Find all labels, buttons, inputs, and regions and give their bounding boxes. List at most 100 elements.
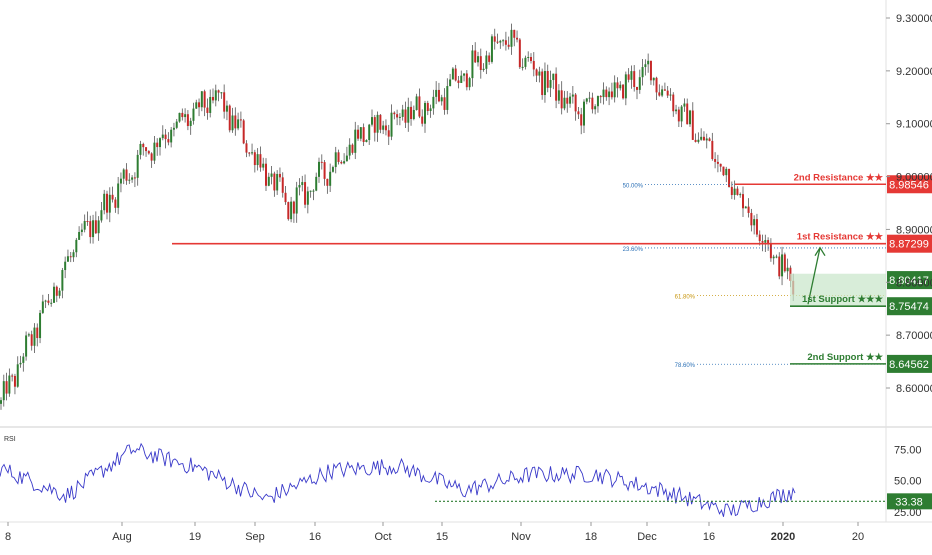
current-price-tag	[887, 271, 932, 290]
candle-body	[725, 168, 728, 176]
candle-body	[454, 68, 457, 81]
candle-body	[36, 327, 39, 339]
candle-body	[396, 114, 399, 118]
candle-body	[128, 179, 131, 181]
candle-body	[691, 110, 694, 140]
candle-body	[736, 188, 739, 195]
candle-body	[583, 101, 585, 126]
candle-body	[242, 120, 245, 144]
candle-body	[535, 69, 538, 76]
candle-body	[131, 177, 134, 180]
candle-body	[714, 159, 717, 162]
candle-body	[705, 138, 708, 141]
time-tick-label: 2020	[771, 531, 795, 543]
candle-body	[147, 151, 150, 154]
candle-body	[304, 182, 307, 205]
candle-body	[362, 127, 365, 143]
candle-body	[228, 105, 231, 131]
rsi-tick-label: 25.00	[894, 507, 922, 519]
price-tick-label: 8.90000	[896, 224, 932, 236]
candle-body	[744, 206, 747, 209]
candle-body	[652, 77, 655, 81]
candle-body	[365, 139, 368, 143]
candle-body	[145, 147, 148, 152]
candle-body	[256, 154, 259, 166]
candle-body	[574, 94, 577, 112]
candle-body	[700, 136, 703, 140]
candle-body	[663, 89, 666, 91]
candle-body	[387, 130, 390, 137]
candle-body	[677, 109, 680, 122]
candle-body	[86, 220, 89, 222]
candle-body	[747, 206, 750, 213]
candle-body	[407, 106, 410, 123]
candle-body	[55, 286, 58, 296]
candle-body	[156, 142, 159, 148]
candle-body	[435, 89, 438, 97]
candle-body	[630, 71, 633, 80]
candle-body	[13, 375, 16, 387]
price-tick-label: 8.60000	[896, 383, 932, 395]
candle-body	[89, 221, 92, 238]
candle-body	[44, 300, 47, 302]
candle-body	[83, 220, 86, 230]
fib-label: 50.00%	[623, 184, 644, 190]
candle-body	[153, 142, 156, 161]
candle-body	[290, 201, 293, 220]
level-label: 1st Support ★★★	[802, 294, 883, 305]
candle-body	[150, 153, 153, 161]
candle-body	[312, 190, 315, 192]
candle-body	[172, 127, 175, 130]
candle-body	[560, 90, 563, 109]
support-zone	[790, 273, 886, 307]
time-tick-label: Sep	[245, 531, 265, 543]
candle-body	[649, 60, 652, 81]
candle-body	[22, 356, 25, 363]
candle-body	[613, 82, 616, 98]
candle-body	[200, 91, 203, 108]
candle-body	[382, 125, 385, 130]
price-axis: 9.30000 9.20000 9.10000 9.00000 8.90000 8.800…	[886, 13, 932, 395]
candle-body	[566, 97, 569, 104]
candle-body	[493, 36, 496, 42]
arrow-head-icon	[814, 246, 826, 257]
time-tick-label: 16	[703, 531, 715, 543]
price-tag	[887, 354, 932, 373]
candle-body	[541, 71, 544, 96]
candle-body	[516, 37, 519, 40]
candle-body	[270, 173, 273, 177]
candle-body	[379, 114, 382, 130]
candle-body	[571, 94, 574, 97]
candle-body	[198, 102, 201, 108]
candle-body	[410, 106, 413, 120]
candle-body	[16, 364, 19, 387]
candle-body	[585, 98, 588, 102]
candle-body	[775, 256, 778, 258]
candle-body	[139, 143, 142, 155]
candle-body	[557, 90, 560, 101]
candle-body	[161, 134, 164, 139]
candle-body	[767, 240, 770, 244]
candle-body	[605, 89, 608, 98]
rsi-tick-label: 75.00	[894, 444, 922, 456]
candle-body	[337, 152, 340, 162]
candle-body	[555, 73, 558, 101]
rsi-value-label: 33.38	[895, 496, 923, 508]
rsi-value-tag	[887, 493, 932, 510]
candle-body	[357, 129, 360, 139]
candle-body	[596, 96, 599, 107]
candle-body	[133, 177, 136, 179]
candle-body	[75, 239, 78, 253]
candle-body	[401, 109, 404, 117]
candle-body	[719, 163, 722, 167]
candle-body	[384, 125, 387, 131]
candle-body	[697, 139, 700, 142]
candle-body	[371, 117, 373, 125]
candle-body	[474, 50, 477, 63]
current-price-label: 8.80417	[889, 275, 929, 287]
candle-body	[521, 66, 524, 68]
candle-body	[278, 173, 281, 178]
